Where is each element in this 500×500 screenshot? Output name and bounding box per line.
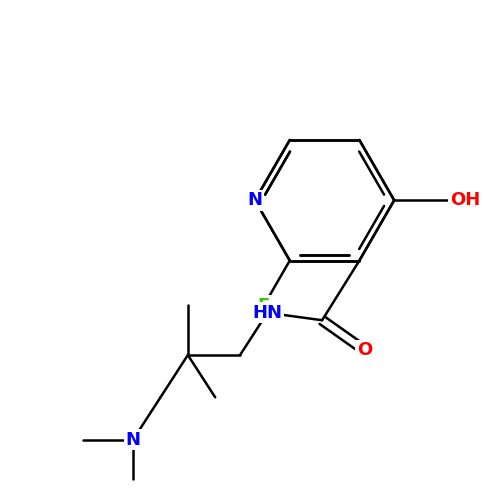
Text: N: N bbox=[126, 430, 140, 448]
Text: F: F bbox=[258, 297, 270, 315]
Text: HN: HN bbox=[252, 304, 282, 322]
Text: OH: OH bbox=[450, 192, 480, 210]
Text: O: O bbox=[356, 341, 372, 359]
Text: N: N bbox=[248, 192, 262, 210]
